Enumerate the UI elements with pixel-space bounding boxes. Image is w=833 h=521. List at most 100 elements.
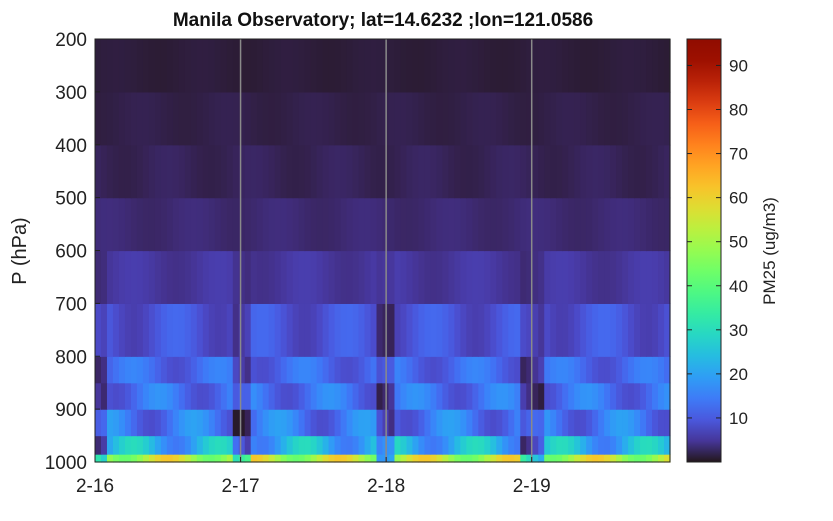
heatmap-cell (646, 250, 653, 304)
heatmap-cell (430, 454, 438, 463)
heatmap-cell (262, 39, 270, 93)
heatmap-cell (364, 356, 372, 384)
heatmap-cell (256, 91, 264, 146)
heatmap-cell (436, 435, 443, 455)
heatmap-cell (586, 91, 593, 146)
heatmap-cell (154, 144, 162, 199)
heatmap-cell (544, 39, 551, 93)
heatmap-cell (550, 303, 557, 357)
heatmap-cell (148, 91, 156, 146)
heatmap-cell (664, 144, 671, 199)
heatmap-cell (364, 409, 372, 437)
heatmap-cell (562, 356, 569, 384)
heatmap-cell (118, 454, 126, 463)
heatmap-cell (448, 435, 455, 455)
heatmap-cell (142, 197, 150, 252)
heatmap-cell (364, 197, 372, 252)
heatmap-cell (274, 435, 282, 455)
heatmap-cell (628, 382, 635, 410)
heatmap-cell (400, 91, 408, 146)
heatmap-cell (226, 409, 234, 437)
heatmap-cell (370, 435, 378, 455)
heatmap-cell (280, 356, 288, 384)
heatmap-cell (292, 382, 300, 410)
heatmap-cell (478, 454, 485, 463)
heatmap-cell (616, 144, 623, 199)
heatmap-cell (580, 250, 587, 304)
heatmap-cell (220, 39, 228, 93)
heatmap-cell (424, 197, 432, 252)
heatmap-cell (604, 454, 611, 463)
heatmap-cell (544, 250, 551, 304)
heatmap-cell (118, 409, 126, 437)
heatmap-cell (532, 435, 539, 455)
heatmap-cell (214, 91, 222, 146)
heatmap-cell (136, 250, 144, 304)
heatmap-cell (274, 382, 282, 410)
heatmap-cell (352, 197, 360, 252)
heatmap-cell (118, 197, 126, 252)
heatmap-cell (214, 303, 222, 357)
heatmap-cell (274, 250, 282, 304)
heatmap-cell (256, 435, 264, 455)
heatmap-cell (256, 356, 264, 384)
heatmap-cell (394, 382, 402, 410)
heatmap-cell (184, 454, 192, 463)
heatmap-cell (628, 409, 635, 437)
heatmap-cell (250, 435, 258, 455)
heatmap-cell (95, 144, 102, 199)
heatmap-cell (490, 250, 497, 304)
heatmap-cell (550, 91, 557, 146)
heatmap-cell (238, 303, 246, 357)
heatmap-cell (334, 454, 342, 463)
heatmap-cell (658, 435, 665, 455)
heatmap-cell (190, 144, 198, 199)
heatmap-cell (178, 382, 186, 410)
heatmap-cell (604, 39, 611, 93)
heatmap-cell (280, 435, 288, 455)
heatmap-cell (250, 356, 258, 384)
heatmap-cell (160, 454, 168, 463)
heatmap-cell (238, 409, 246, 437)
heatmap-cell (388, 303, 396, 357)
heatmap-cell (184, 250, 192, 304)
heatmap-cell (106, 382, 114, 410)
heatmap-cell (352, 409, 360, 437)
heatmap-cell (586, 303, 593, 357)
heatmap-cell (574, 382, 581, 410)
heatmap-cell (400, 39, 408, 93)
heatmap-cell (664, 454, 671, 463)
heatmap-cell (418, 39, 426, 93)
heatmap-cell (370, 91, 378, 146)
heatmap-cell (544, 454, 551, 463)
heatmap-cell (664, 250, 671, 304)
heatmap-cell (622, 409, 629, 437)
heatmap-cell (130, 435, 138, 455)
heatmap-cell (95, 454, 102, 463)
heatmap-cell (652, 91, 659, 146)
heatmap-cell (454, 454, 461, 463)
heatmap-cell (130, 250, 138, 304)
heatmap-cell (514, 409, 521, 437)
heatmap-cell (586, 454, 593, 463)
heatmap-cell (148, 382, 156, 410)
heatmap-cell (490, 356, 497, 384)
heatmap-cell (190, 303, 198, 357)
heatmap-cell (484, 144, 491, 199)
heatmap-cell (376, 197, 384, 252)
heatmap-cell (466, 382, 473, 410)
heatmap-cells (95, 39, 671, 463)
heatmap-cell (184, 39, 192, 93)
heatmap-cell (95, 250, 102, 304)
heatmap-cell (508, 250, 515, 304)
heatmap-cell (424, 91, 432, 146)
heatmap-cell (526, 409, 533, 437)
heatmap-cell (646, 454, 653, 463)
heatmap-cell (130, 356, 138, 384)
heatmap-cell (364, 250, 372, 304)
heatmap-cell (196, 250, 204, 304)
colorbar-tick-label: 20 (729, 365, 748, 384)
heatmap-cell (274, 356, 282, 384)
heatmap-cell (472, 144, 479, 199)
heatmap-cell (148, 356, 156, 384)
